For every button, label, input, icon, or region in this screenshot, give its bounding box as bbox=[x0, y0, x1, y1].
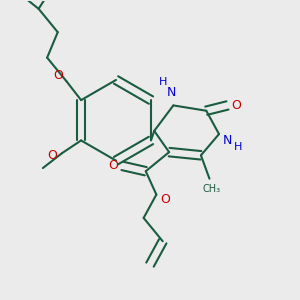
Text: N: N bbox=[223, 134, 232, 147]
Text: H: H bbox=[159, 77, 167, 87]
Text: O: O bbox=[231, 99, 241, 112]
Text: O: O bbox=[160, 194, 170, 206]
Text: O: O bbox=[108, 159, 118, 172]
Text: O: O bbox=[53, 69, 63, 82]
Text: O: O bbox=[47, 149, 57, 162]
Text: H: H bbox=[234, 142, 242, 152]
Text: N: N bbox=[167, 86, 176, 99]
Text: CH₃: CH₃ bbox=[202, 184, 220, 194]
